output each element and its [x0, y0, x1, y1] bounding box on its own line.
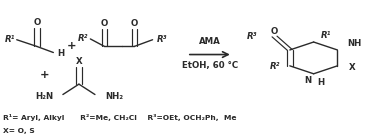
- Text: H₂N: H₂N: [35, 92, 53, 101]
- Text: NH₂: NH₂: [105, 92, 123, 101]
- Text: NH: NH: [347, 39, 361, 48]
- Text: R³: R³: [247, 32, 257, 41]
- Text: H: H: [318, 78, 324, 87]
- Text: X: X: [75, 57, 82, 66]
- Text: AMA: AMA: [199, 37, 221, 46]
- Text: R²: R²: [78, 34, 88, 43]
- Text: +: +: [67, 41, 76, 51]
- Text: R¹= Aryl, Alkyl      R²=Me, CH₂Cl    R³=OEt, OCH₂Ph,  Me: R¹= Aryl, Alkyl R²=Me, CH₂Cl R³=OEt, OCH…: [3, 114, 236, 121]
- Text: N: N: [304, 76, 312, 85]
- Text: R¹: R¹: [5, 35, 15, 44]
- Text: R¹: R¹: [321, 31, 331, 40]
- Text: H: H: [57, 49, 64, 58]
- Text: R³: R³: [157, 35, 167, 44]
- Text: EtOH, 60 °C: EtOH, 60 °C: [182, 61, 238, 70]
- Text: X: X: [349, 63, 355, 72]
- Text: +: +: [40, 70, 49, 80]
- Text: O: O: [33, 18, 41, 27]
- Text: O: O: [131, 19, 138, 28]
- Text: O: O: [271, 27, 278, 36]
- Text: O: O: [101, 19, 108, 28]
- Text: X= O, S: X= O, S: [3, 128, 34, 134]
- Text: R²: R²: [270, 62, 280, 71]
